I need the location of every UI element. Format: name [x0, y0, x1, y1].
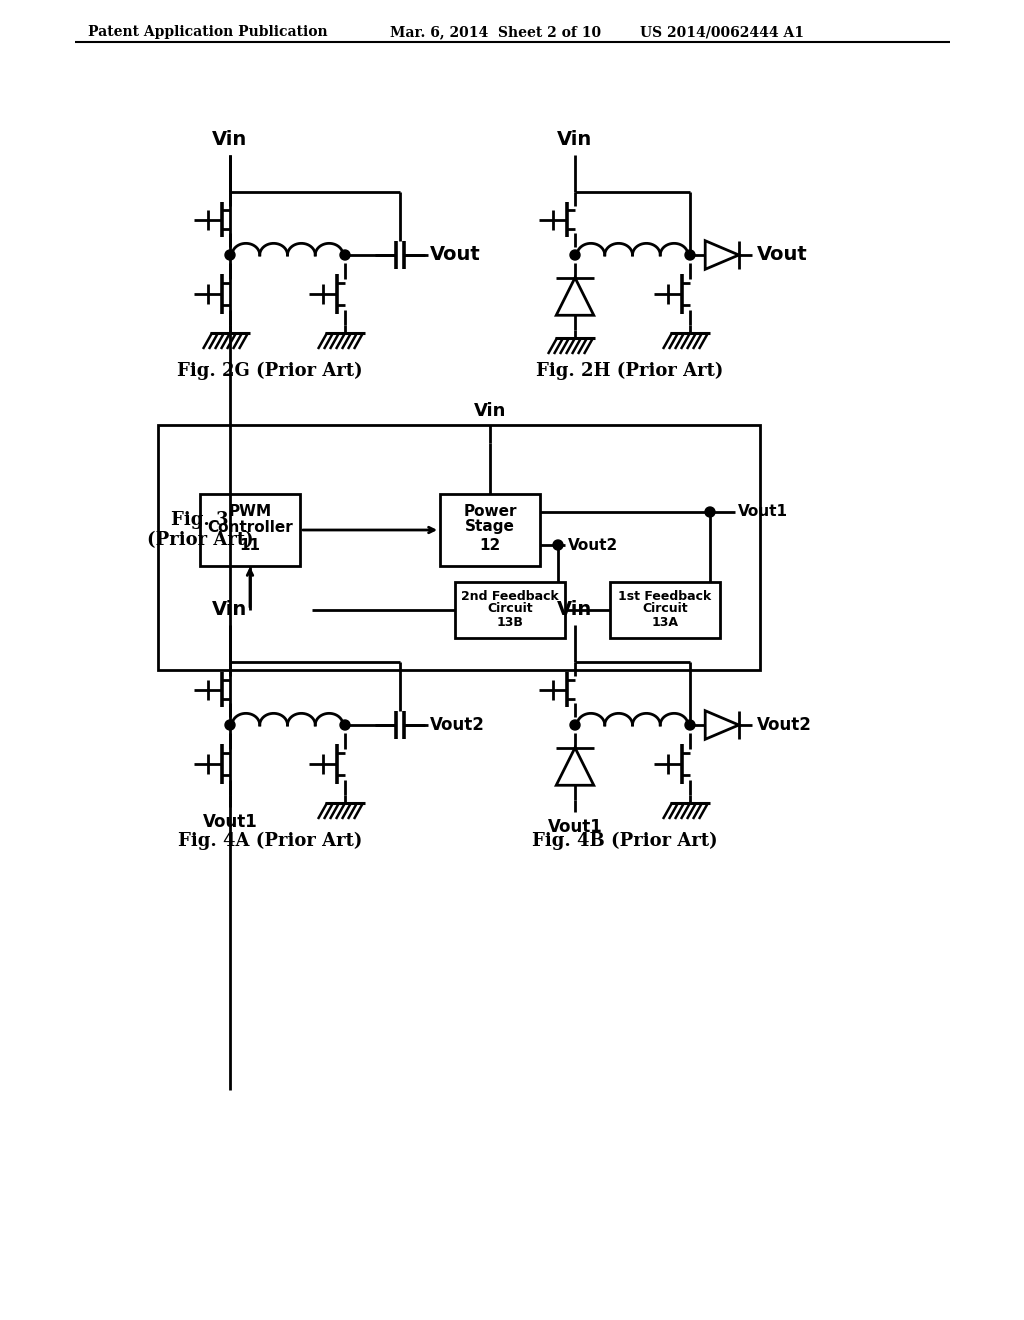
Circle shape	[553, 540, 563, 550]
Text: Vin: Vin	[474, 403, 506, 420]
Text: Vout2: Vout2	[568, 537, 618, 553]
Text: Vin: Vin	[557, 601, 593, 619]
Text: 11: 11	[240, 539, 260, 553]
Text: 2nd Feedback: 2nd Feedback	[461, 590, 559, 602]
Circle shape	[570, 719, 580, 730]
Text: PWM: PWM	[228, 504, 271, 520]
Circle shape	[685, 719, 695, 730]
FancyBboxPatch shape	[200, 494, 300, 566]
Circle shape	[705, 507, 715, 517]
Text: 12: 12	[479, 539, 501, 553]
Text: 13B: 13B	[497, 616, 523, 630]
Text: Circuit: Circuit	[487, 602, 532, 615]
Text: Vin: Vin	[557, 129, 593, 149]
Text: Fig. 4B (Prior Art): Fig. 4B (Prior Art)	[532, 832, 718, 850]
Text: Circuit: Circuit	[642, 602, 688, 615]
Circle shape	[340, 719, 350, 730]
Text: Vout1: Vout1	[738, 504, 788, 520]
Text: Fig. 3: Fig. 3	[171, 511, 228, 529]
Text: US 2014/0062444 A1: US 2014/0062444 A1	[640, 25, 804, 40]
Text: Fig. 2H (Prior Art): Fig. 2H (Prior Art)	[537, 362, 724, 380]
Text: Fig. 4A (Prior Art): Fig. 4A (Prior Art)	[178, 832, 362, 850]
Text: Vout2: Vout2	[430, 715, 485, 734]
Text: Vout: Vout	[757, 246, 808, 264]
Text: Stage: Stage	[465, 520, 515, 535]
Text: Vout: Vout	[430, 246, 480, 264]
Text: Vout2: Vout2	[757, 715, 812, 734]
Text: Patent Application Publication: Patent Application Publication	[88, 25, 328, 40]
FancyBboxPatch shape	[610, 582, 720, 638]
Text: (Prior Art): (Prior Art)	[146, 531, 253, 549]
FancyBboxPatch shape	[440, 494, 540, 566]
FancyBboxPatch shape	[455, 582, 565, 638]
Circle shape	[225, 249, 234, 260]
Text: Fig. 2G (Prior Art): Fig. 2G (Prior Art)	[177, 362, 362, 380]
Text: Power: Power	[463, 504, 517, 520]
Text: Mar. 6, 2014  Sheet 2 of 10: Mar. 6, 2014 Sheet 2 of 10	[390, 25, 601, 40]
Circle shape	[340, 249, 350, 260]
Text: 13A: 13A	[651, 616, 679, 630]
Text: Vin: Vin	[212, 601, 248, 619]
Text: Vin: Vin	[212, 129, 248, 149]
Circle shape	[570, 249, 580, 260]
Text: Vout1: Vout1	[548, 818, 602, 836]
Text: Vout1: Vout1	[203, 813, 257, 832]
Text: Controller: Controller	[207, 520, 293, 535]
Circle shape	[225, 719, 234, 730]
Circle shape	[685, 249, 695, 260]
Text: 1st Feedback: 1st Feedback	[618, 590, 712, 602]
